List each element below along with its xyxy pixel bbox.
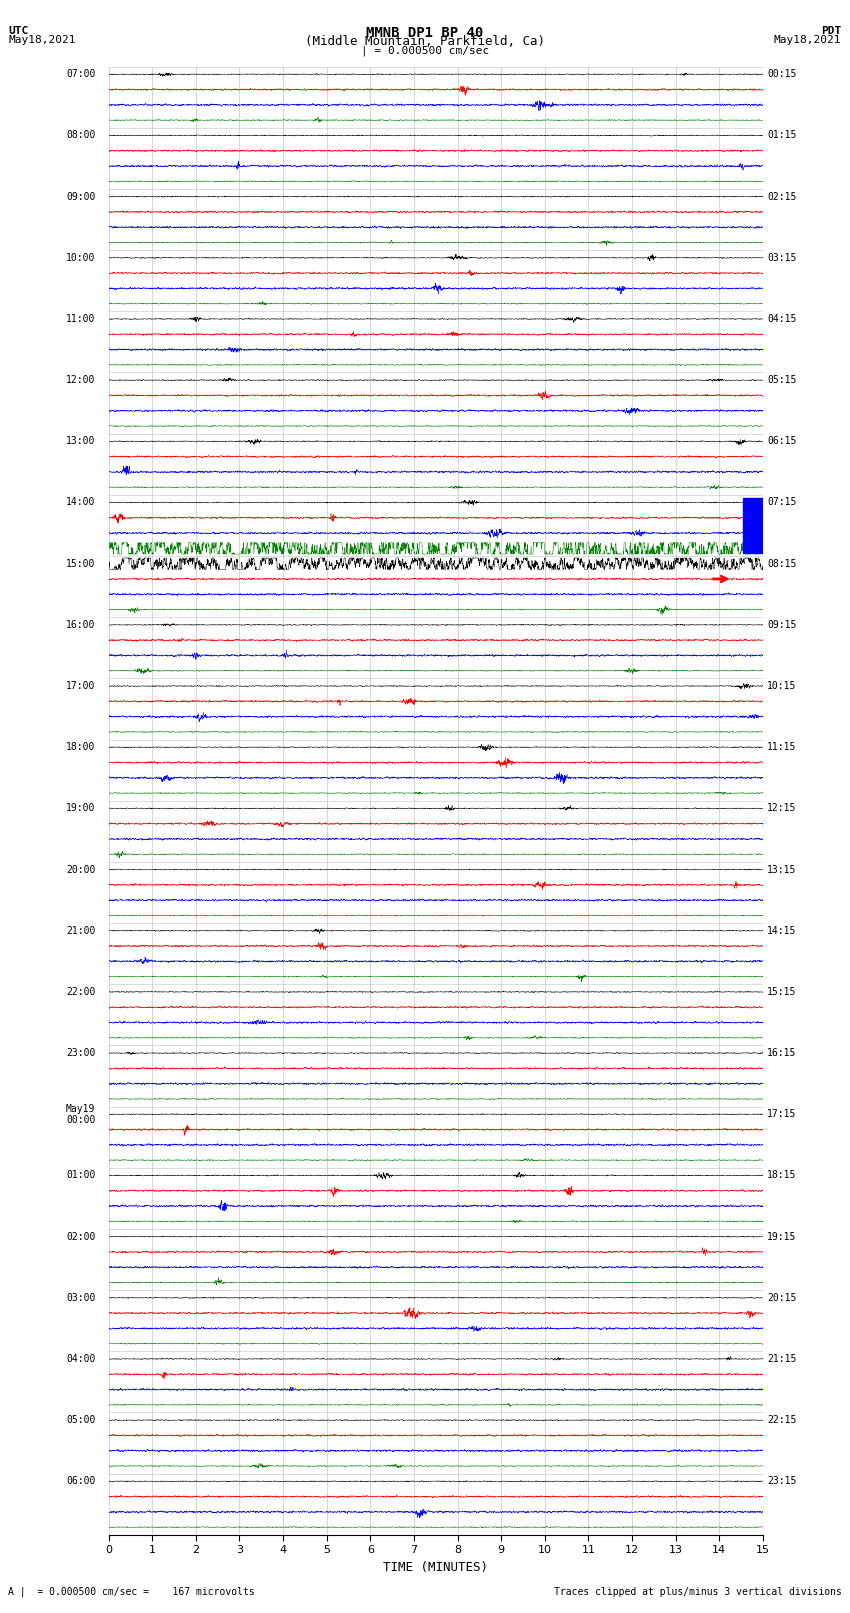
Text: 06:00: 06:00 xyxy=(66,1476,95,1486)
Text: 07:00: 07:00 xyxy=(66,69,95,79)
Text: 06:15: 06:15 xyxy=(768,437,796,447)
Text: 21:00: 21:00 xyxy=(66,926,95,936)
Text: | = 0.000500 cm/sec: | = 0.000500 cm/sec xyxy=(361,45,489,56)
Text: 05:00: 05:00 xyxy=(66,1415,95,1426)
Text: 04:00: 04:00 xyxy=(66,1353,95,1365)
Text: 17:00: 17:00 xyxy=(66,681,95,690)
Text: 15:15: 15:15 xyxy=(768,987,796,997)
Text: 22:00: 22:00 xyxy=(66,987,95,997)
Text: 23:00: 23:00 xyxy=(66,1048,95,1058)
Text: UTC: UTC xyxy=(8,26,29,35)
Text: 02:00: 02:00 xyxy=(66,1232,95,1242)
Text: May19
00:00: May19 00:00 xyxy=(66,1103,95,1124)
Text: 18:00: 18:00 xyxy=(66,742,95,752)
Text: May18,2021: May18,2021 xyxy=(774,35,842,45)
Text: 08:15: 08:15 xyxy=(768,558,796,569)
Text: 16:15: 16:15 xyxy=(768,1048,796,1058)
Text: 16:00: 16:00 xyxy=(66,619,95,629)
Text: 01:00: 01:00 xyxy=(66,1171,95,1181)
Text: 15:00: 15:00 xyxy=(66,558,95,569)
Text: 13:15: 13:15 xyxy=(768,865,796,874)
Text: 05:15: 05:15 xyxy=(768,376,796,386)
Text: 23:15: 23:15 xyxy=(768,1476,796,1486)
Text: 17:15: 17:15 xyxy=(768,1110,796,1119)
Text: 19:00: 19:00 xyxy=(66,803,95,813)
Text: May18,2021: May18,2021 xyxy=(8,35,76,45)
Text: 14:00: 14:00 xyxy=(66,497,95,508)
Text: 10:15: 10:15 xyxy=(768,681,796,690)
Text: 20:00: 20:00 xyxy=(66,865,95,874)
Text: 07:15: 07:15 xyxy=(768,497,796,508)
Text: 11:00: 11:00 xyxy=(66,315,95,324)
Text: 14:15: 14:15 xyxy=(768,926,796,936)
Text: PDT: PDT xyxy=(821,26,842,35)
Text: Traces clipped at plus/minus 3 vertical divisions: Traces clipped at plus/minus 3 vertical … xyxy=(553,1587,842,1597)
X-axis label: TIME (MINUTES): TIME (MINUTES) xyxy=(383,1561,488,1574)
Text: 12:00: 12:00 xyxy=(66,376,95,386)
Text: 08:00: 08:00 xyxy=(66,131,95,140)
Text: MMNB DP1 BP 40: MMNB DP1 BP 40 xyxy=(366,26,484,40)
Text: 18:15: 18:15 xyxy=(768,1171,796,1181)
Text: 03:15: 03:15 xyxy=(768,253,796,263)
Text: 02:15: 02:15 xyxy=(768,192,796,202)
Text: 11:15: 11:15 xyxy=(768,742,796,752)
Text: 19:15: 19:15 xyxy=(768,1232,796,1242)
Text: 04:15: 04:15 xyxy=(768,315,796,324)
Text: 09:00: 09:00 xyxy=(66,192,95,202)
Text: (Middle Mountain, Parkfield, Ca): (Middle Mountain, Parkfield, Ca) xyxy=(305,35,545,48)
Text: 13:00: 13:00 xyxy=(66,437,95,447)
Text: 00:15: 00:15 xyxy=(768,69,796,79)
Text: 20:15: 20:15 xyxy=(768,1292,796,1303)
Text: 21:15: 21:15 xyxy=(768,1353,796,1365)
Text: 01:15: 01:15 xyxy=(768,131,796,140)
Text: 03:00: 03:00 xyxy=(66,1292,95,1303)
Text: 12:15: 12:15 xyxy=(768,803,796,813)
Text: 09:15: 09:15 xyxy=(768,619,796,629)
Bar xyxy=(744,498,763,553)
Text: 22:15: 22:15 xyxy=(768,1415,796,1426)
Text: 10:00: 10:00 xyxy=(66,253,95,263)
Text: A |  = 0.000500 cm/sec =    167 microvolts: A | = 0.000500 cm/sec = 167 microvolts xyxy=(8,1586,255,1597)
